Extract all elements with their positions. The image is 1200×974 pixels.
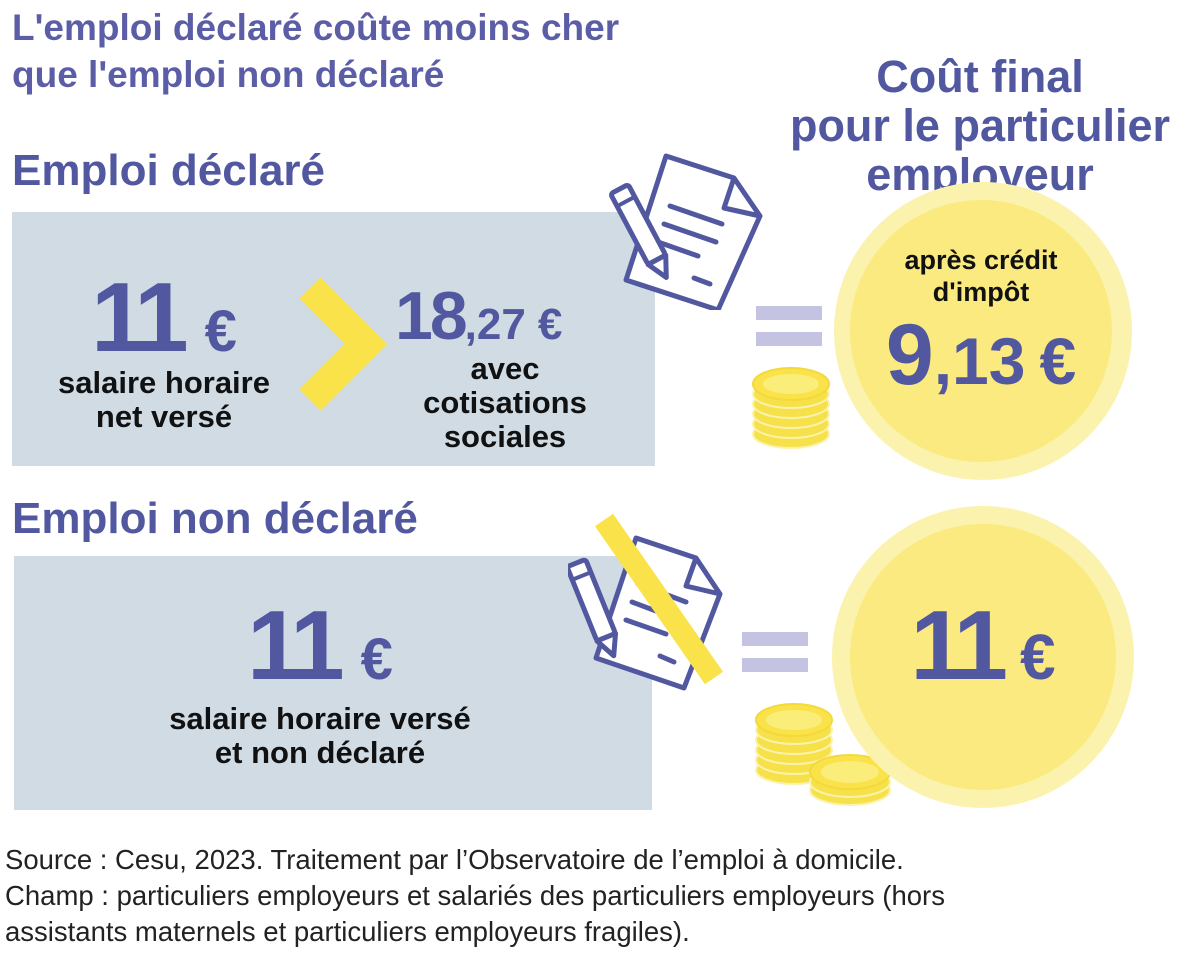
undeclared-value: 11 — [247, 590, 345, 700]
declared-final-dec: ,13 — [933, 324, 1026, 398]
declared-net-unit: € — [204, 299, 237, 364]
coin-inner — [850, 200, 1112, 462]
declared-net-value: 11 — [91, 262, 189, 372]
declared-gross-label-line1: avec — [470, 351, 540, 386]
equals-bar-bottom — [742, 658, 808, 672]
declared-gross-amount: 18,27 € — [395, 282, 625, 350]
final-cost-heading-line1: Coût final — [876, 51, 1084, 102]
undeclared-final-value: 11 — [910, 590, 1008, 700]
undeclared-final-amount: 11 € — [850, 596, 1116, 694]
declared-net-label-line2: net versé — [95, 399, 233, 434]
equals-icon — [756, 306, 822, 346]
undeclared-label-line1: salaire horaire versé — [169, 701, 471, 736]
source-line2: Champ : particuliers employeurs et salar… — [5, 880, 945, 911]
declared-heading: Emploi déclaré — [12, 146, 326, 195]
final-cost-heading-line2: pour le particulier — [789, 100, 1171, 151]
undeclared-amount: 11 € — [190, 596, 450, 694]
declared-final-note: après crédit d'impôt — [862, 244, 1100, 308]
equals-bar-bottom — [756, 332, 822, 346]
page-title-line2: que l'emploi non déclaré — [12, 54, 445, 95]
declared-final-amount: 9,13 € — [850, 312, 1112, 398]
undeclared-panel — [14, 556, 652, 810]
declared-net-label: salaire horaire net versé — [30, 366, 298, 434]
declared-gross-label-line3: sociales — [443, 419, 567, 454]
declared-final-note-line1: après crédit — [904, 245, 1058, 275]
equals-bar-top — [756, 306, 822, 320]
undeclared-label: salaire horaire versé et non déclaré — [100, 702, 540, 770]
declared-gross-dec: ,27 — [464, 300, 526, 349]
declared-panel — [12, 212, 655, 466]
coin-stack-icon — [752, 367, 830, 449]
document-pen-icon — [609, 153, 763, 310]
equals-icon — [742, 632, 808, 672]
declared-gross-label-line2: cotisations — [423, 385, 587, 420]
source-note: Source : Cesu, 2023. Traitement par l’Ob… — [5, 842, 1200, 950]
cross-out-line — [594, 513, 724, 685]
declared-gross-unit: € — [537, 300, 563, 349]
declared-net-amount: 11 € — [40, 268, 288, 366]
declared-final-unit: € — [1039, 324, 1077, 398]
declared-net-label-line1: salaire horaire — [58, 365, 270, 400]
crossed-document-pen-icon — [568, 513, 724, 691]
page-title-line1: L'emploi déclaré coûte moins cher — [12, 7, 620, 48]
undeclared-final-unit: € — [1020, 621, 1056, 693]
declared-gross-label: avec cotisations sociales — [395, 352, 615, 454]
declared-final-int: 9 — [885, 307, 934, 403]
chevron-right-icon — [299, 277, 388, 411]
undeclared-heading: Emploi non déclaré — [12, 494, 418, 543]
declared-final-note-line2: d'impôt — [932, 277, 1030, 307]
page-title: L'emploi déclaré coûte moins cher que l'… — [12, 4, 772, 98]
undeclared-unit: € — [360, 627, 393, 692]
declared-gross-int: 18 — [395, 278, 468, 354]
undeclared-label-line2: et non déclaré — [214, 735, 426, 770]
final-cost-heading: Coût final pour le particulier employeur — [760, 52, 1200, 199]
source-line3: assistants maternels et particuliers emp… — [5, 916, 690, 947]
equals-bar-top — [742, 632, 808, 646]
source-line1: Source : Cesu, 2023. Traitement par l’Ob… — [5, 844, 904, 875]
coin-inner — [850, 524, 1116, 790]
